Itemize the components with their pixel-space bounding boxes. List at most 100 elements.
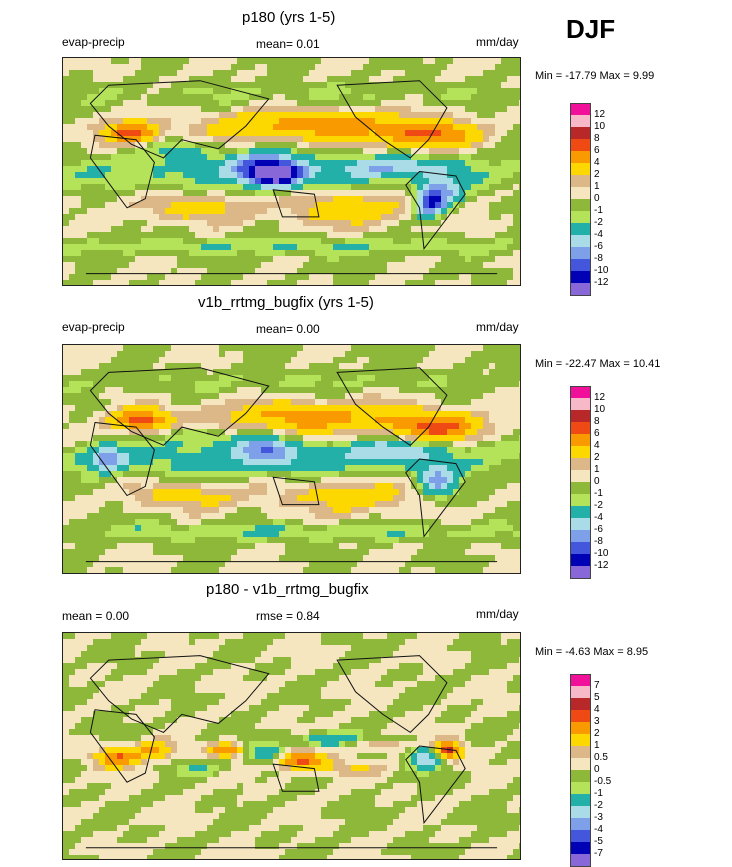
field-cell	[375, 256, 381, 262]
field-cell	[345, 190, 351, 196]
field-cell	[105, 250, 111, 256]
field-cell	[69, 184, 75, 190]
field-cell	[273, 405, 279, 411]
field-cell	[81, 351, 87, 357]
field-cell	[231, 429, 237, 435]
field-cell	[291, 417, 297, 423]
field-cell	[327, 405, 333, 411]
field-cell	[327, 226, 333, 232]
field-cell	[405, 148, 411, 154]
field-cell	[69, 357, 75, 363]
field-cell	[447, 70, 453, 76]
field-cell	[69, 202, 75, 208]
field-cell	[99, 226, 105, 232]
field-cell	[423, 100, 429, 106]
field-cell	[303, 489, 309, 495]
field-cell	[147, 124, 153, 130]
field-cell	[453, 118, 459, 124]
field-cell	[351, 232, 357, 238]
field-cell	[309, 238, 315, 244]
field-cell	[189, 345, 195, 351]
field-cell	[363, 64, 369, 70]
field-cell	[99, 208, 105, 214]
field-cell	[75, 250, 81, 256]
field-cell	[87, 417, 93, 423]
field-cell	[135, 471, 141, 477]
field-cell	[411, 405, 417, 411]
field-cell	[453, 381, 459, 387]
field-cell	[195, 357, 201, 363]
field-cell	[75, 453, 81, 459]
field-cell	[519, 387, 520, 393]
field-cell	[201, 453, 207, 459]
field-cell	[225, 148, 231, 154]
field-cell	[315, 405, 321, 411]
field-cell	[207, 387, 213, 393]
field-cell	[345, 459, 351, 465]
field-cell	[231, 136, 237, 142]
field-cell	[495, 262, 501, 268]
field-cell	[315, 82, 321, 88]
field-cell	[315, 184, 321, 190]
field-cell	[327, 70, 333, 76]
field-cell	[441, 184, 447, 190]
field-cell	[81, 495, 87, 501]
field-cell	[363, 58, 369, 64]
field-cell	[267, 214, 273, 220]
field-cell	[339, 232, 345, 238]
field-cell	[225, 226, 231, 232]
field-cell	[273, 94, 279, 100]
field-cell	[69, 351, 75, 357]
field-cell	[129, 369, 135, 375]
field-cell	[165, 435, 171, 441]
field-cell	[435, 196, 441, 202]
field-cell	[231, 256, 237, 262]
field-cell	[201, 160, 207, 166]
field-cell	[267, 274, 273, 280]
field-cell	[303, 70, 309, 76]
field-cell	[129, 166, 135, 172]
field-cell	[171, 82, 177, 88]
field-cell	[261, 375, 267, 381]
field-cell	[519, 471, 520, 477]
field-cell	[285, 232, 291, 238]
field-cell	[369, 280, 375, 285]
field-cell	[243, 250, 249, 256]
field-cell	[201, 82, 207, 88]
field-cell	[159, 106, 165, 112]
field-cell	[291, 118, 297, 124]
field-cell	[165, 76, 171, 82]
field-cell	[63, 351, 69, 357]
field-cell	[261, 399, 267, 405]
field-cell	[477, 124, 483, 130]
field-cell	[87, 429, 93, 435]
field-cell	[333, 477, 339, 483]
field-cell	[381, 351, 387, 357]
field-cell	[69, 196, 75, 202]
field-cell	[123, 411, 129, 417]
field-cell	[207, 238, 213, 244]
field-cell	[447, 154, 453, 160]
field-cell	[267, 351, 273, 357]
field-cell	[231, 441, 237, 447]
field-cell	[291, 130, 297, 136]
field-cell	[111, 280, 117, 285]
field-cell	[273, 142, 279, 148]
field-cell	[255, 280, 261, 285]
field-cell	[405, 202, 411, 208]
field-cell	[339, 142, 345, 148]
field-cell	[471, 387, 477, 393]
field-cell	[123, 166, 129, 172]
field-cell	[99, 244, 105, 250]
field-cell	[99, 82, 105, 88]
field-cell	[501, 70, 507, 76]
field-cell	[219, 274, 225, 280]
field-cell	[417, 477, 423, 483]
field-cell	[519, 220, 520, 226]
field-cell	[303, 130, 309, 136]
field-cell	[213, 142, 219, 148]
field-cell	[237, 399, 243, 405]
field-cell	[507, 417, 513, 423]
field-cell	[255, 405, 261, 411]
field-cell	[297, 100, 303, 106]
